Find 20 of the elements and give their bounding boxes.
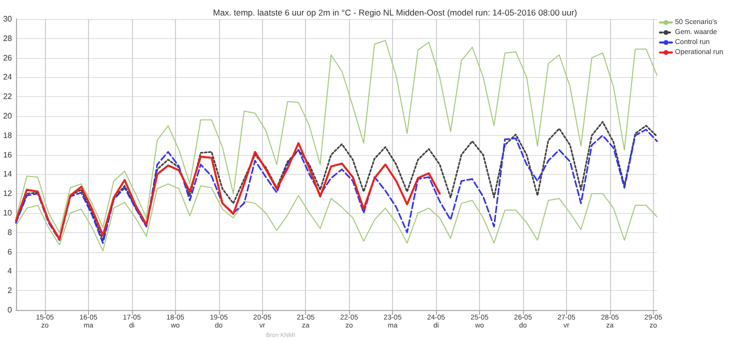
y-tick-label: 22 xyxy=(3,92,13,102)
y-tick-label: 8 xyxy=(8,228,13,237)
y-tick-label: 2 xyxy=(8,286,13,296)
y-tick-label: 0 xyxy=(8,306,13,314)
y-tick-label: 30 xyxy=(3,14,13,24)
y-tick-label: 6 xyxy=(8,247,13,256)
line-series xyxy=(16,40,658,233)
y-tick-label: 12 xyxy=(3,189,13,198)
y-tick-label: 18 xyxy=(3,130,13,140)
chart-title: Max. temp. laatste 6 uur op 2m in °C - Regio NL Midden-Oost (model run: 14-05-2016 08:00 uur) xyxy=(212,8,578,18)
y-tick-label: 14 xyxy=(3,170,13,179)
y-tick-label: 24 xyxy=(3,72,13,82)
line-series xyxy=(15,142,441,240)
y-tick-label: 26 xyxy=(3,53,13,62)
y-tick-label: 4 xyxy=(8,266,13,276)
y-tick-label: 10 xyxy=(3,208,13,218)
y-tick-label: 20 xyxy=(3,112,13,120)
y-tick-label: 16 xyxy=(3,150,13,160)
y-tick-label: 28 xyxy=(3,34,13,43)
line-series xyxy=(16,183,658,252)
